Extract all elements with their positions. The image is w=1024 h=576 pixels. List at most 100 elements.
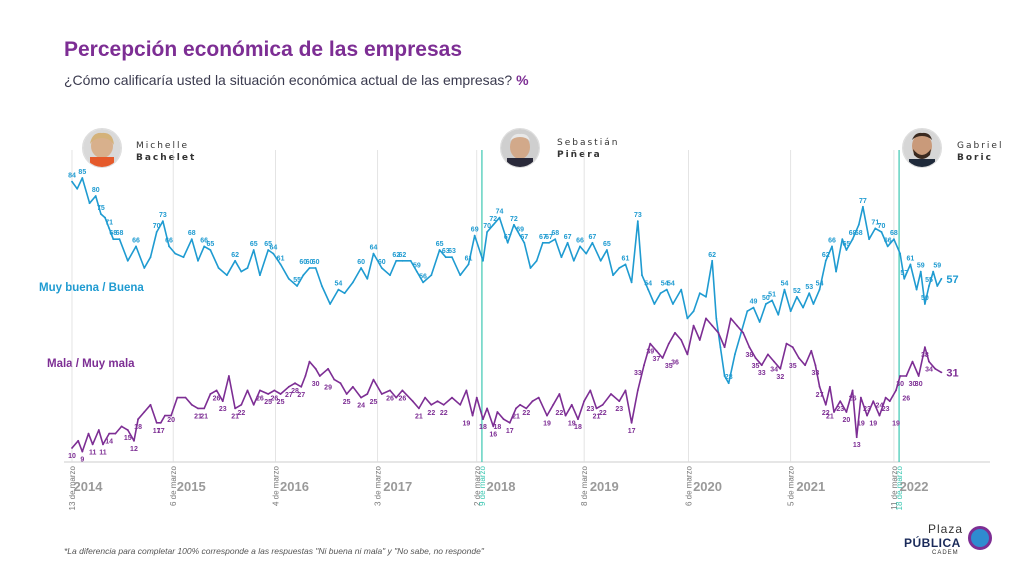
data-label: 49	[750, 299, 758, 306]
data-point	[810, 349, 813, 352]
data-label: 30	[915, 381, 923, 388]
plaza-publica-logo: Plaza PÚBLICA CADEM	[902, 522, 1002, 562]
data-label: 29	[324, 385, 332, 392]
data-point	[711, 324, 714, 327]
data-point	[636, 389, 639, 392]
data-point	[508, 421, 511, 424]
first-name: Gabriel	[957, 141, 1004, 151]
data-label: 19	[543, 421, 551, 428]
data-label: 73	[159, 212, 167, 219]
data-point	[868, 238, 871, 241]
data-point	[203, 245, 206, 248]
data-point	[767, 353, 769, 356]
data-label: 11	[99, 449, 107, 456]
data-label: 50	[921, 295, 929, 302]
data-point	[610, 393, 612, 395]
first-name: Sebastián	[557, 138, 620, 148]
data-label: 19	[568, 421, 576, 428]
data-point	[506, 241, 509, 244]
data-label: 60	[378, 259, 386, 266]
data-label: 67	[545, 234, 553, 241]
data-point	[492, 223, 495, 226]
subtitle-question: ¿Cómo calificaría usted la situación eco…	[64, 72, 513, 88]
data-label: 52	[793, 288, 801, 295]
data-label: 67	[539, 234, 547, 241]
data-label: 10	[68, 453, 76, 460]
data-point	[903, 277, 906, 280]
data-point	[143, 411, 146, 413]
data-point	[857, 223, 860, 226]
data-point	[612, 274, 614, 277]
data-point	[624, 389, 627, 392]
data-point	[430, 274, 433, 277]
data-point	[630, 281, 633, 284]
data-point	[851, 389, 854, 392]
data-label: 23	[863, 406, 871, 413]
data-point	[618, 400, 621, 403]
avatar-bachelet	[82, 128, 122, 168]
data-point	[715, 317, 718, 320]
data-point	[537, 396, 540, 399]
data-point	[579, 245, 581, 248]
data-point	[566, 241, 569, 244]
data-point	[112, 238, 115, 241]
data-point	[909, 263, 912, 266]
data-label: 14	[105, 439, 113, 446]
data-point	[789, 310, 792, 313]
data-point	[100, 213, 102, 215]
data-point	[482, 259, 484, 262]
data-point	[302, 274, 305, 277]
data-label: 66	[884, 237, 892, 244]
data-point	[209, 249, 212, 251]
data-point	[940, 371, 943, 374]
data-label: 50	[762, 295, 770, 302]
data-point	[758, 321, 761, 323]
data-point	[824, 259, 827, 262]
data-label: 16	[489, 431, 497, 438]
data-label: 62	[708, 252, 716, 259]
data-point	[928, 360, 930, 363]
data-point	[814, 364, 817, 367]
data-point	[343, 292, 346, 295]
page-title: Percepción económica de las empresas	[64, 38, 463, 61]
data-point	[380, 393, 383, 395]
data-label: 55	[293, 277, 301, 284]
data-label: 23	[882, 406, 890, 413]
data-label: 38	[921, 352, 929, 359]
data-point	[711, 259, 714, 262]
data-point	[197, 259, 199, 262]
data-label: 18	[574, 424, 582, 431]
data-point	[351, 385, 354, 388]
data-point	[126, 259, 129, 262]
first-name: Michelle	[136, 141, 189, 151]
data-point	[438, 249, 441, 251]
data-label: 22	[440, 410, 448, 417]
data-label: 68	[551, 230, 559, 237]
data-point	[698, 339, 701, 341]
data-point	[529, 267, 532, 269]
data-point	[149, 403, 152, 406]
data-point	[659, 292, 662, 295]
data-point	[422, 281, 424, 284]
data-point	[246, 389, 249, 392]
data-label: 22	[599, 410, 607, 417]
data-point	[936, 285, 939, 287]
data-point	[259, 389, 261, 392]
data-point	[554, 238, 557, 241]
data-point	[884, 396, 887, 399]
data-point	[577, 418, 579, 421]
data-point	[560, 256, 563, 259]
data-point	[149, 256, 152, 259]
data-point	[308, 267, 311, 269]
data-label: 32	[776, 374, 784, 381]
data-point	[734, 353, 736, 356]
data-point	[366, 277, 369, 280]
data-point	[525, 407, 528, 410]
data-point	[486, 231, 488, 233]
data-point	[624, 263, 627, 266]
data-point	[661, 357, 664, 359]
data-point	[296, 285, 298, 287]
data-point	[496, 411, 499, 413]
data-point	[523, 241, 526, 244]
data-label: 85	[78, 169, 86, 176]
